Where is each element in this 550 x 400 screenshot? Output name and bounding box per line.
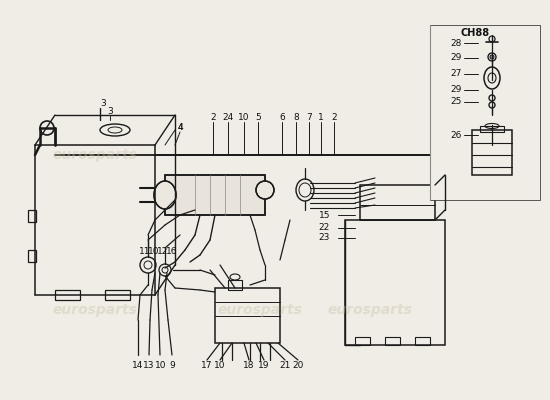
Text: eurosparts: eurosparts	[53, 303, 138, 317]
Text: 14: 14	[133, 360, 144, 370]
Text: 10: 10	[214, 360, 225, 370]
Text: 13: 13	[143, 360, 155, 370]
Bar	[472, 130, 512, 175]
Ellipse shape	[154, 181, 176, 209]
Text: 18: 18	[243, 360, 255, 370]
Text: 10: 10	[148, 248, 159, 256]
Bar	[28, 210, 36, 222]
Text: 3: 3	[107, 108, 113, 116]
Text: 10: 10	[238, 114, 250, 122]
Text: 21: 21	[279, 360, 291, 370]
Bar	[415, 337, 430, 345]
Text: 15: 15	[318, 210, 330, 220]
Text: 9: 9	[169, 360, 175, 370]
Text: 4: 4	[177, 124, 183, 132]
Text: 4: 4	[178, 122, 184, 132]
Text: 11: 11	[139, 248, 151, 256]
Bar	[385, 337, 400, 345]
Bar	[165, 175, 265, 215]
Text: 25: 25	[450, 98, 462, 106]
Text: eurosparts: eurosparts	[218, 303, 302, 317]
Bar	[55, 290, 80, 300]
Bar	[215, 288, 280, 343]
Text: 2: 2	[210, 114, 216, 122]
Text: 3: 3	[100, 100, 106, 108]
Bar	[360, 185, 435, 220]
Bar	[480, 126, 504, 132]
Text: 27: 27	[450, 70, 462, 78]
Text: eurosparts: eurosparts	[328, 303, 412, 317]
Bar	[430, 25, 540, 200]
Text: 10: 10	[155, 360, 167, 370]
Text: 8: 8	[293, 114, 299, 122]
Bar	[28, 250, 36, 262]
Text: 5: 5	[255, 114, 261, 122]
Text: 29: 29	[450, 86, 462, 94]
Text: 19: 19	[258, 360, 270, 370]
Bar	[228, 280, 242, 290]
Circle shape	[490, 55, 494, 59]
Text: eurosparts: eurosparts	[53, 148, 138, 162]
Text: 24: 24	[222, 114, 234, 122]
Ellipse shape	[256, 181, 274, 199]
Bar	[355, 337, 370, 345]
Text: 1: 1	[318, 114, 324, 122]
Text: 23: 23	[318, 234, 330, 242]
Text: 12: 12	[157, 248, 169, 256]
Text: 6: 6	[279, 114, 285, 122]
Text: 26: 26	[450, 130, 462, 140]
Bar	[105, 290, 130, 300]
Text: 28: 28	[450, 38, 462, 48]
Text: 2: 2	[331, 114, 337, 122]
Text: 17: 17	[201, 360, 213, 370]
Text: 29: 29	[450, 54, 462, 62]
Bar	[165, 175, 265, 215]
Text: 20: 20	[292, 360, 304, 370]
Text: 7: 7	[306, 114, 312, 122]
Text: 22: 22	[319, 224, 330, 232]
Text: 16: 16	[166, 248, 178, 256]
Text: CH88: CH88	[460, 28, 490, 38]
Bar	[345, 220, 445, 345]
